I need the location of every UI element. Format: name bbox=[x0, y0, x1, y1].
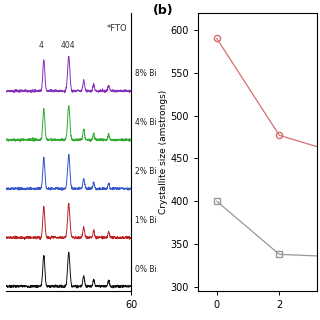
Text: 4: 4 bbox=[39, 41, 44, 51]
Text: 1% Bi: 1% Bi bbox=[135, 216, 156, 225]
Text: 404: 404 bbox=[60, 41, 75, 51]
Text: 4% Bi: 4% Bi bbox=[135, 118, 156, 127]
Text: *FTO: *FTO bbox=[107, 24, 127, 33]
Text: (b): (b) bbox=[153, 4, 173, 18]
Text: 0% Bi: 0% Bi bbox=[135, 265, 156, 274]
Y-axis label: Crystallite size (amstrongs): Crystallite size (amstrongs) bbox=[159, 90, 168, 214]
Text: 2% Bi: 2% Bi bbox=[135, 167, 156, 176]
Text: 8% Bi: 8% Bi bbox=[135, 69, 156, 78]
